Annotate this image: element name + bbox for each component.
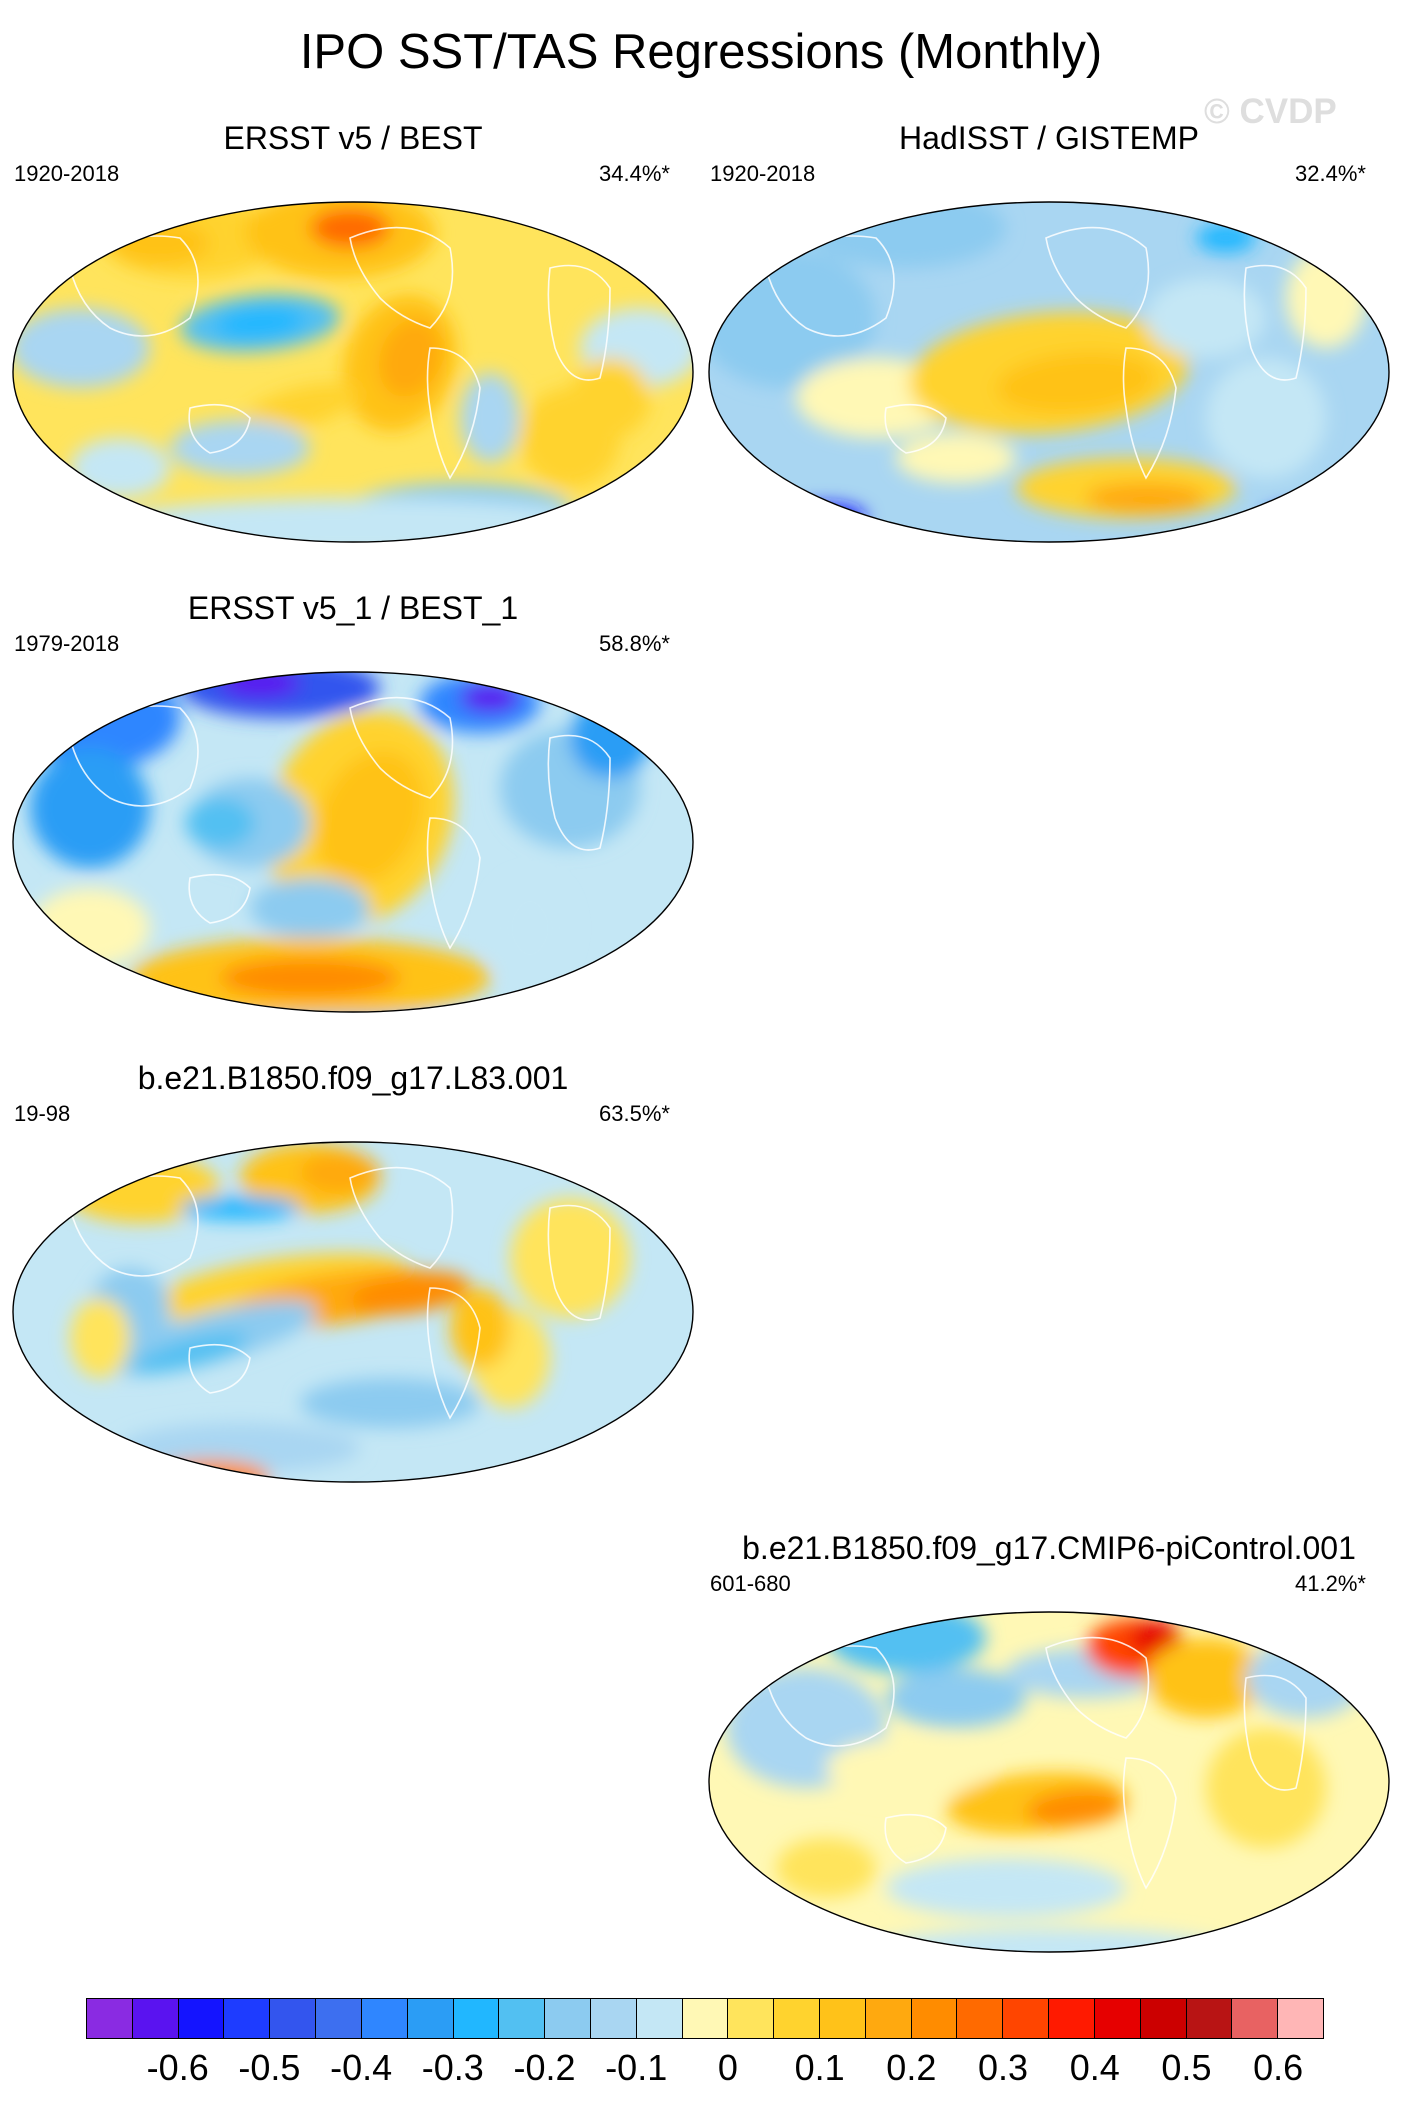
colorbar-swatch: [636, 1999, 683, 2038]
colorbar-swatch: [1140, 1999, 1187, 2038]
panel-ersst1-best1: ERSST v5_1 / BEST_1 1979-2018 58.8%*: [10, 588, 696, 1058]
map-plot: [708, 1611, 1390, 1953]
colorbar-tick-label: -0.4: [330, 2047, 393, 2088]
figure-title: IPO SST/TAS Regressions (Monthly): [299, 25, 1103, 79]
colorbar-swatch: [132, 1999, 179, 2038]
map-plot: [12, 671, 694, 1013]
panel-title: ERSST v5 / BEST: [223, 120, 483, 156]
colorbar-tick-label: -0.1: [605, 2047, 668, 2088]
colorbar-swatch: [911, 1999, 958, 2038]
colorbar-swatch: [361, 1999, 408, 2038]
colorbar-swatch: [957, 1999, 1004, 2038]
colorbar-boxes: [86, 1998, 1324, 2039]
colorbar-swatch: [728, 1999, 775, 2038]
colorbar-tick-label: -0.6: [146, 2047, 209, 2088]
panel-variance: 34.4%*: [599, 161, 670, 186]
colorbar-swatch: [774, 1999, 820, 2038]
colorbar-tick-label: -0.2: [513, 2047, 576, 2088]
panel-cmip6-picontrol: b.e21.B1850.f09_g17.CMIP6-piControl.001 …: [706, 1528, 1392, 1998]
colorbar-tick-label: 0.1: [794, 2047, 845, 2088]
panel-period: 601-680: [710, 1571, 791, 1596]
colorbar-tick-label: 0.4: [1069, 2047, 1120, 2088]
colorbar-swatch: [1186, 1999, 1233, 2038]
colorbar-tick-label: 0.3: [978, 2047, 1029, 2088]
panel-title: b.e21.B1850.f09_g17.CMIP6-piControl.001: [742, 1530, 1356, 1566]
colorbar-swatch: [87, 1999, 133, 2038]
map-plot: [708, 201, 1390, 543]
cvdp-watermark: © CVDP: [1204, 92, 1337, 131]
colorbar-tick-label: -0.5: [238, 2047, 301, 2088]
colorbar-swatch: [1232, 1999, 1279, 2038]
colorbar-swatch: [453, 1999, 500, 2038]
panel-variance: 63.5%*: [599, 1101, 670, 1126]
colorbar-swatch: [407, 1999, 454, 2038]
panel-variance: 32.4%*: [1295, 161, 1366, 186]
colorbar-tick-label: 0.6: [1253, 2047, 1304, 2088]
panel-title: b.e21.B1850.f09_g17.L83.001: [137, 1060, 569, 1096]
panel-variance: 41.2%*: [1295, 1571, 1366, 1596]
panel-period: 1920-2018: [14, 161, 120, 186]
colorbar-tick-label: 0: [717, 2047, 738, 2088]
colorbar-tick-label: 0.2: [886, 2047, 937, 2088]
colorbar-swatch: [1278, 1999, 1323, 2038]
panel-period: 1979-2018: [14, 631, 120, 656]
colorbar-swatch: [316, 1999, 362, 2038]
panel-variance: 58.8%*: [599, 631, 670, 656]
panel-period: 1920-2018: [710, 161, 816, 186]
map-plot: [12, 201, 694, 543]
colorbar: -0.6 -0.5 -0.4 -0.3 -0.2 -0.1 0 0.1 0.2 0.3 0.4 0.5…: [86, 1998, 1324, 2118]
panel-ersst-best: ERSST v5 / BEST 1920-2018 34.4%*: [10, 118, 696, 588]
colorbar-swatch: [1094, 1999, 1141, 2038]
colorbar-tick-label: 0.5: [1161, 2047, 1212, 2088]
colorbar-swatch: [1049, 1999, 1095, 2038]
colorbar-swatch: [865, 1999, 912, 2038]
colorbar-swatch: [1003, 1999, 1050, 2038]
colorbar-tick-label: -0.3: [421, 2047, 484, 2088]
panel-period: 19-98: [14, 1101, 71, 1126]
map-plot: [12, 1141, 694, 1483]
panel-title: ERSST v5_1 / BEST_1: [187, 590, 519, 626]
colorbar-swatch: [224, 1999, 271, 2038]
colorbar-swatch: [820, 1999, 866, 2038]
colorbar-swatch: [590, 1999, 637, 2038]
panel-l83: b.e21.B1850.f09_g17.L83.001 19-98 63.5%*: [10, 1058, 696, 1528]
panel-title: HadISST / GISTEMP: [899, 120, 1199, 156]
panel-hadisst-gistemp: HadISST / GISTEMP 1920-2018 32.4%*: [706, 118, 1392, 588]
colorbar-swatch: [545, 1999, 591, 2038]
colorbar-swatch: [682, 1999, 729, 2038]
colorbar-swatch: [499, 1999, 546, 2038]
colorbar-swatch: [178, 1999, 225, 2038]
colorbar-swatch: [270, 1999, 317, 2038]
